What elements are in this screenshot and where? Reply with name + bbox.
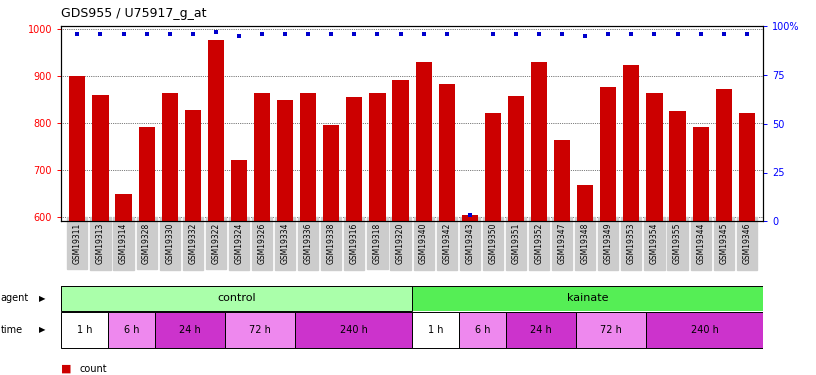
Text: agent: agent <box>1 293 29 303</box>
Bar <box>300 93 317 221</box>
Point <box>394 31 407 37</box>
Text: 1 h: 1 h <box>77 325 92 335</box>
Bar <box>346 97 362 221</box>
Bar <box>412 312 459 348</box>
Point <box>233 33 246 39</box>
Point <box>533 31 546 37</box>
Bar <box>392 80 409 221</box>
Point <box>486 31 499 37</box>
Text: ▶: ▶ <box>39 326 46 334</box>
Point <box>579 33 592 39</box>
Bar <box>554 140 570 221</box>
Bar <box>439 84 455 221</box>
Point <box>463 212 477 218</box>
Bar <box>415 62 432 221</box>
Text: kainate: kainate <box>567 293 608 303</box>
Bar <box>370 93 385 221</box>
Bar <box>646 312 763 348</box>
Text: 240 h: 240 h <box>690 325 718 335</box>
Text: 72 h: 72 h <box>600 325 622 335</box>
Point <box>117 31 130 37</box>
Text: 72 h: 72 h <box>249 325 271 335</box>
Point <box>210 29 223 35</box>
Point <box>509 31 522 37</box>
Bar <box>462 215 478 221</box>
Bar <box>601 87 616 221</box>
Bar <box>295 312 412 348</box>
Text: 24 h: 24 h <box>179 325 201 335</box>
Point <box>186 31 199 37</box>
Bar <box>412 285 763 311</box>
Text: ■: ■ <box>61 364 72 374</box>
Bar <box>225 312 295 348</box>
Bar <box>693 127 709 221</box>
Text: 6 h: 6 h <box>475 325 490 335</box>
Bar <box>184 110 201 221</box>
Point <box>740 31 753 37</box>
Bar <box>208 40 224 221</box>
Point <box>278 31 291 37</box>
Bar <box>155 312 225 348</box>
Text: count: count <box>79 364 107 374</box>
Point <box>625 31 638 37</box>
Point <box>94 31 107 37</box>
Bar <box>92 95 109 221</box>
Point <box>348 31 361 37</box>
Bar <box>506 312 576 348</box>
Point <box>694 31 707 37</box>
Bar <box>531 62 547 221</box>
Point <box>371 31 384 37</box>
Bar <box>61 312 108 348</box>
Bar <box>254 93 270 221</box>
Bar <box>61 285 412 311</box>
Point <box>163 31 176 37</box>
Point <box>255 31 268 37</box>
Bar <box>231 160 247 221</box>
Point <box>417 31 430 37</box>
Text: 6 h: 6 h <box>124 325 139 335</box>
Text: 1 h: 1 h <box>428 325 443 335</box>
Bar <box>508 96 524 221</box>
Text: ▶: ▶ <box>39 294 46 303</box>
Point <box>717 31 730 37</box>
Point <box>325 31 338 37</box>
Bar <box>459 312 506 348</box>
Bar <box>108 312 155 348</box>
Bar <box>162 93 178 221</box>
Bar <box>716 89 732 221</box>
Text: GDS955 / U75917_g_at: GDS955 / U75917_g_at <box>61 8 206 21</box>
Bar <box>323 125 339 221</box>
Point <box>601 31 614 37</box>
Text: time: time <box>1 325 23 335</box>
Bar <box>738 113 755 221</box>
Text: 24 h: 24 h <box>530 325 552 335</box>
Point <box>71 31 84 37</box>
Bar <box>69 76 86 221</box>
Bar <box>115 194 131 221</box>
Bar <box>646 93 663 221</box>
Point <box>440 31 453 37</box>
Point <box>302 31 315 37</box>
Point <box>671 31 684 37</box>
Bar <box>485 113 501 221</box>
Bar <box>576 312 646 348</box>
Point <box>648 31 661 37</box>
Point <box>556 31 569 37</box>
Bar <box>61 285 412 311</box>
Bar <box>577 184 593 221</box>
Bar <box>139 127 155 221</box>
Text: control: control <box>217 293 256 303</box>
Point <box>140 31 153 37</box>
Bar <box>277 100 293 221</box>
Bar <box>669 111 685 221</box>
Bar <box>623 65 640 221</box>
Text: 240 h: 240 h <box>339 325 367 335</box>
